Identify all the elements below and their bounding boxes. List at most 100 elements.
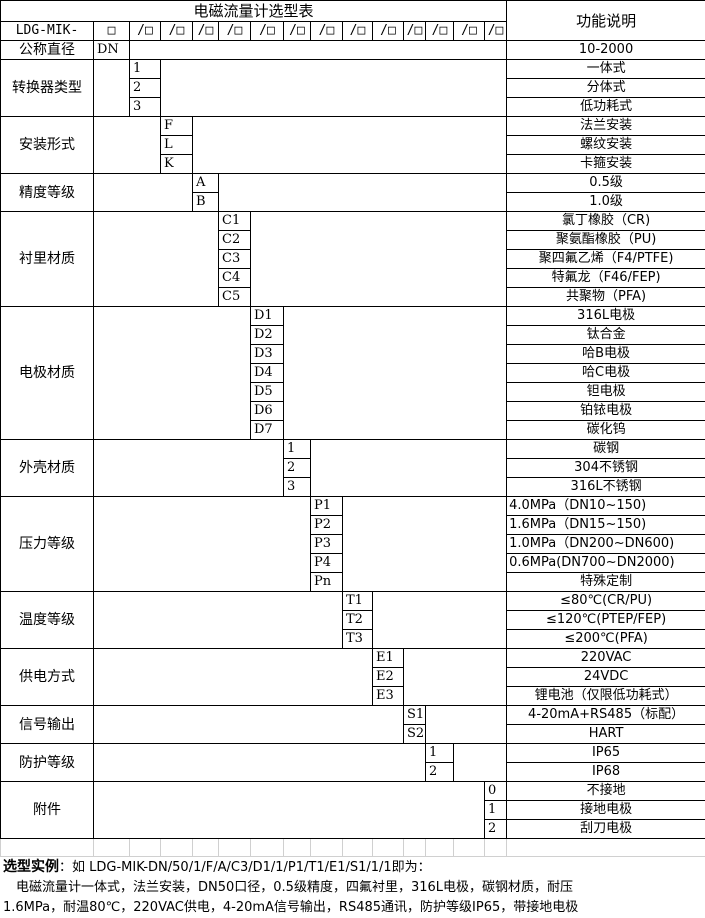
option-function: 螺纹安装	[507, 136, 705, 155]
option-function: 1.6MPa（DN15~150)	[507, 516, 705, 535]
option-function: 低功耗式	[507, 98, 705, 117]
section-label: 外壳材质	[1, 440, 94, 497]
option-code: L	[161, 136, 193, 155]
nominal-diameter-code: DN	[94, 41, 130, 60]
option-code: P2	[311, 516, 343, 535]
blank-cell	[373, 592, 507, 649]
blank-cell	[454, 744, 507, 782]
option-function: 聚四氟乙烯（F4/PTFE)	[507, 250, 705, 269]
option-function: 特殊定制	[507, 573, 705, 592]
option-function: 接地电极	[507, 801, 705, 820]
option-code: D1	[251, 307, 284, 326]
option-function: 24VDC	[507, 668, 705, 687]
option-function: 304不锈钢	[507, 459, 705, 478]
selection-table: 电磁流量计选型表 功能说明 LDG-MIK- □/□/□/□/□/□/□/□/□…	[0, 0, 705, 857]
code-slot-12: /□	[426, 22, 454, 41]
blank-cell	[94, 592, 343, 649]
code-slot-10: /□	[373, 22, 404, 41]
option-code: 2	[284, 459, 311, 478]
option-code: 1	[426, 744, 454, 763]
option-function: 聚氨酯橡胶（PU)	[507, 231, 705, 250]
example-heading: 选型实例	[3, 859, 59, 875]
option-function: 钛合金	[507, 326, 705, 345]
option-code: P1	[311, 497, 343, 516]
blank-cell	[311, 440, 507, 497]
code-slot-2: /□	[130, 22, 161, 41]
code-slot-14: /□	[485, 22, 507, 41]
option-function: 316L不锈钢	[507, 478, 705, 497]
code-slot-9: /□	[343, 22, 373, 41]
example-intro-line: 选型实例：如 LDG-MIK-DN/50/1/F/A/C3/D1/1/P1/T1…	[0, 857, 705, 878]
blank-cell	[284, 307, 507, 440]
option-code: C3	[219, 250, 251, 269]
option-code: D3	[251, 345, 284, 364]
option-function: 0.5级	[507, 174, 705, 193]
model-prefix: LDG-MIK-	[1, 22, 94, 41]
option-function: 316L电极	[507, 307, 705, 326]
option-code: P4	[311, 554, 343, 573]
blank-cell	[94, 440, 284, 497]
example-description-line-1: 电磁流量计一体式，法兰安装，DN50口径，0.5级精度，四氟衬里，316L电极，…	[0, 878, 705, 898]
option-code: F	[161, 117, 193, 136]
blank-cell	[94, 307, 251, 440]
section-label: 安装形式	[1, 117, 94, 174]
blank-cell	[94, 706, 404, 744]
option-function: 0.6MPa(DN700~DN2000)	[507, 554, 705, 573]
option-function: 1.0MPa（DN200~DN600)	[507, 535, 705, 554]
blank-cell	[426, 839, 454, 857]
option-function: 碳钢	[507, 440, 705, 459]
option-function: 一体式	[507, 60, 705, 79]
option-function: ≤80℃(CR/PU)	[507, 592, 705, 611]
option-code: S2	[404, 725, 426, 744]
blank-cell	[94, 649, 373, 706]
option-code: Pn	[311, 573, 343, 592]
blank-cell	[94, 497, 311, 592]
blank-cell	[130, 839, 161, 857]
option-code: 1	[130, 60, 161, 79]
option-code: E2	[373, 668, 404, 687]
option-function: 锂电池（仅限低功耗式）	[507, 687, 705, 706]
option-code: E1	[373, 649, 404, 668]
section-label: 转换器类型	[1, 60, 94, 117]
option-function: HART	[507, 725, 705, 744]
blank-cell	[343, 497, 507, 592]
option-code: K	[161, 155, 193, 174]
option-code: T3	[343, 630, 373, 649]
option-code: D4	[251, 364, 284, 383]
blank-cell	[485, 839, 507, 857]
code-slot-3: /□	[161, 22, 193, 41]
section-label: 压力等级	[1, 497, 94, 592]
option-code: 2	[485, 820, 507, 839]
section-label: 衬里材质	[1, 212, 94, 307]
option-function: 1.0级	[507, 193, 705, 212]
title-row: 电磁流量计选型表 功能说明	[1, 1, 705, 22]
blank-cell	[219, 174, 507, 212]
blank-cell	[94, 839, 130, 857]
option-function: 钽电极	[507, 383, 705, 402]
option-function: 不接地	[507, 782, 705, 801]
option-code: D6	[251, 402, 284, 421]
option-function: 哈B电极	[507, 345, 705, 364]
blank-cell	[94, 60, 130, 117]
blank-cell	[94, 212, 219, 307]
option-function: ≤120℃(PTEP/FEP)	[507, 611, 705, 630]
blank-cell	[94, 117, 161, 174]
option-function: 分体式	[507, 79, 705, 98]
selection-example: 选型实例：如 LDG-MIK-DN/50/1/F/A/C3/D1/1/P1/T1…	[0, 857, 705, 918]
blank-cell	[311, 839, 343, 857]
option-function: 4.0MPa（DN10~150)	[507, 497, 705, 516]
blank-cell	[284, 839, 311, 857]
blank-cell	[251, 212, 507, 307]
option-code: P3	[311, 535, 343, 554]
option-function: 特氟龙（F46/FEP)	[507, 269, 705, 288]
option-code: 2	[130, 79, 161, 98]
code-slot-5: /□	[219, 22, 251, 41]
option-function: 碳化钨	[507, 421, 705, 440]
